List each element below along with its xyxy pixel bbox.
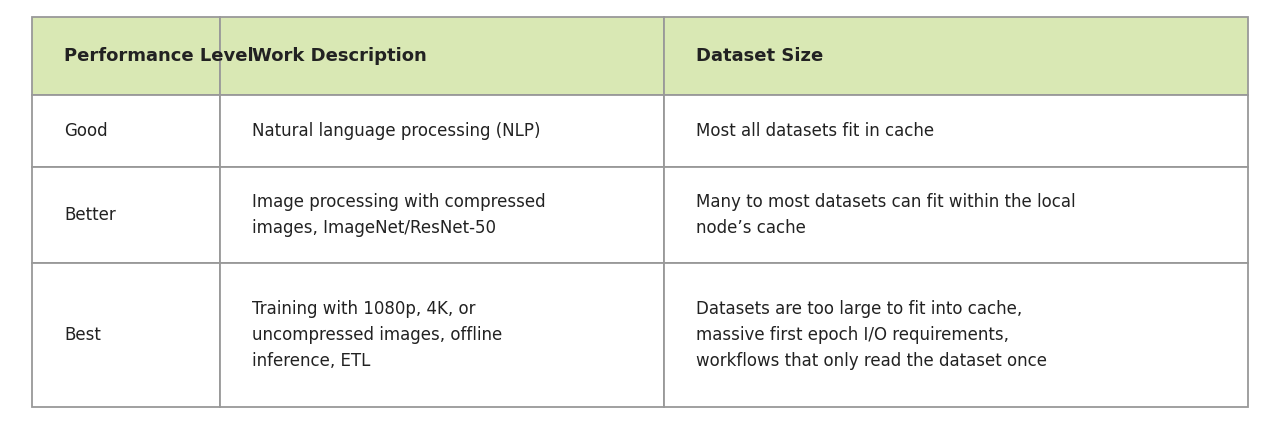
Bar: [32, 263, 220, 407]
Text: Training with 1080p, 4K, or
uncompressed images, offline
inference, ETL: Training with 1080p, 4K, or uncompressed…: [252, 300, 503, 370]
Text: Many to most datasets can fit within the local
node’s cache: Many to most datasets can fit within the…: [696, 193, 1076, 237]
Bar: [220, 17, 664, 95]
Text: Natural language processing (NLP): Natural language processing (NLP): [252, 122, 541, 140]
Text: Best: Best: [64, 326, 101, 344]
Text: Better: Better: [64, 206, 115, 224]
Text: Image processing with compressed
images, ImageNet/ResNet-50: Image processing with compressed images,…: [252, 193, 547, 237]
Bar: [664, 17, 1248, 95]
Bar: [32, 95, 220, 167]
Bar: [220, 263, 664, 407]
Text: Datasets are too large to fit into cache,
massive first epoch I/O requirements,
: Datasets are too large to fit into cache…: [696, 300, 1047, 370]
Text: Dataset Size: Dataset Size: [696, 47, 823, 65]
Bar: [664, 95, 1248, 167]
Bar: [220, 167, 664, 263]
Bar: [664, 167, 1248, 263]
Text: Most all datasets fit in cache: Most all datasets fit in cache: [696, 122, 934, 140]
Bar: [664, 263, 1248, 407]
Bar: [32, 17, 220, 95]
Text: Work Description: Work Description: [252, 47, 428, 65]
Text: Good: Good: [64, 122, 108, 140]
Text: Performance Level: Performance Level: [64, 47, 253, 65]
Bar: [220, 95, 664, 167]
Bar: [32, 167, 220, 263]
